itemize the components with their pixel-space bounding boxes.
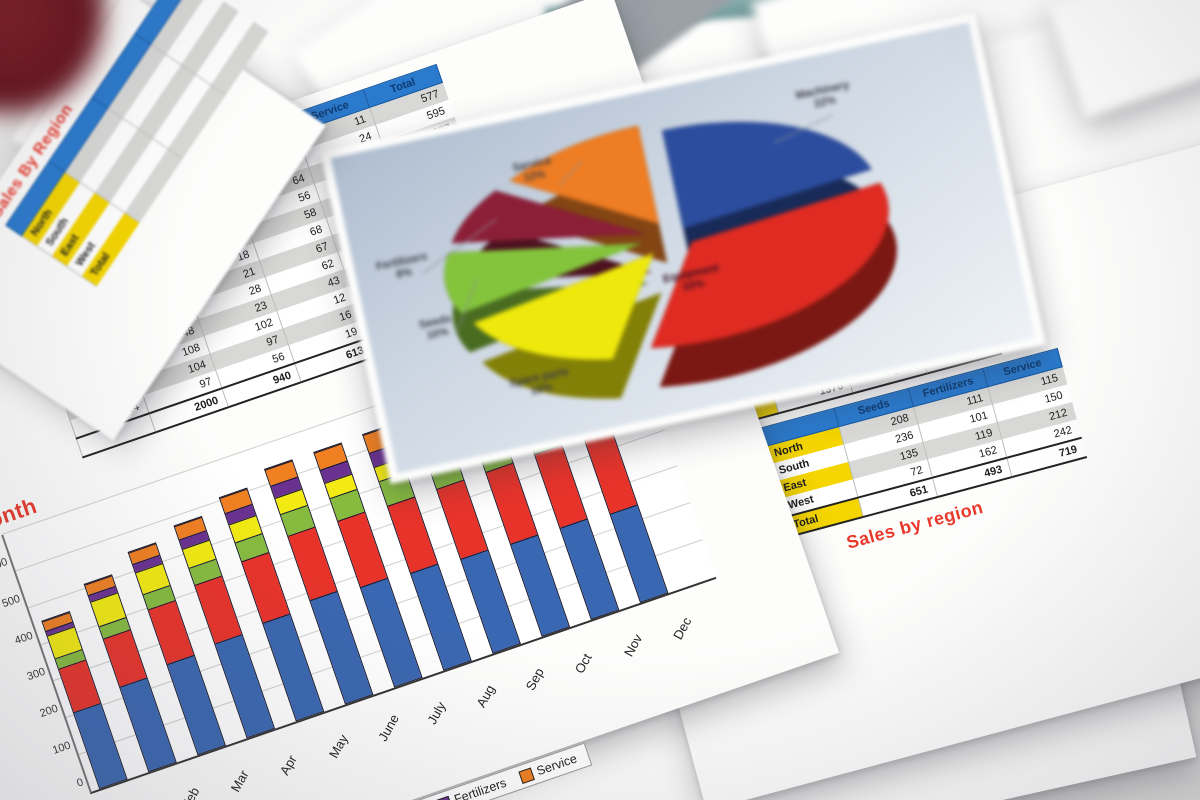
x-axis-label: Nov xyxy=(620,631,646,660)
x-axis-label: Apr xyxy=(276,752,300,778)
bar-segment xyxy=(262,613,323,721)
pie-slice xyxy=(650,182,889,349)
out-of-focus-object xyxy=(0,0,110,120)
bar-segment xyxy=(337,511,388,587)
bar-segment xyxy=(510,534,569,636)
pie-chart-panel: Machinery 22% Equipment 33% Spare parts 15% Se… xyxy=(330,22,1036,474)
pie-slice xyxy=(509,125,660,225)
bar-segment xyxy=(148,600,194,665)
bar-segment xyxy=(167,655,225,754)
x-axis-label: June xyxy=(375,711,402,744)
bar-segment xyxy=(387,496,438,573)
pie-slice xyxy=(473,252,654,360)
x-axis-label: Dec xyxy=(670,614,695,643)
x-axis-label: Aug xyxy=(473,682,498,710)
pie-chart-svg xyxy=(422,114,897,399)
sales-pie-chart: Machinery 22% Equipment 33% Spare parts 15% Se… xyxy=(331,23,1036,474)
y-axis-tick: 500 xyxy=(0,592,22,610)
pie-slice xyxy=(661,121,872,229)
y-axis-tick: 600 xyxy=(0,555,10,574)
x-axis-label: July xyxy=(424,699,449,727)
y-axis-tick: 400 xyxy=(13,629,35,647)
pie-label-leader-line xyxy=(558,159,583,186)
x-axis-label: Sep xyxy=(522,665,547,693)
bar-segment xyxy=(410,563,471,670)
x-axis-label: May xyxy=(325,731,351,761)
x-axis-label: Oct xyxy=(571,651,595,676)
x-axis-label: Feb xyxy=(178,784,203,800)
y-axis-tick: 0 xyxy=(75,776,85,790)
legend-swatch-icon xyxy=(517,767,535,784)
pie-slice xyxy=(451,190,645,244)
bar-segment xyxy=(103,629,147,687)
legend-label: Fertilizers xyxy=(452,775,509,800)
y-axis-tick: 100 xyxy=(51,739,73,757)
y-axis-tick: 200 xyxy=(38,702,60,721)
x-axis-label: Mar xyxy=(227,767,252,795)
pie-label-leader-line xyxy=(422,218,497,275)
bar-segment xyxy=(194,575,242,644)
pie-chart-sheet: Machinery 22% Equipment 33% Spare parts 15% Se… xyxy=(319,12,1047,484)
y-axis-tick: 300 xyxy=(25,666,48,684)
bar-segment xyxy=(288,526,337,601)
pie-label-leader-line xyxy=(457,278,478,332)
bar-segment xyxy=(360,577,422,687)
bar-segment xyxy=(560,518,618,619)
bar-segment xyxy=(310,591,373,704)
pie-slice xyxy=(444,243,642,314)
legend-swatch-icon xyxy=(435,795,453,800)
pie-label-leader-line xyxy=(774,114,833,144)
